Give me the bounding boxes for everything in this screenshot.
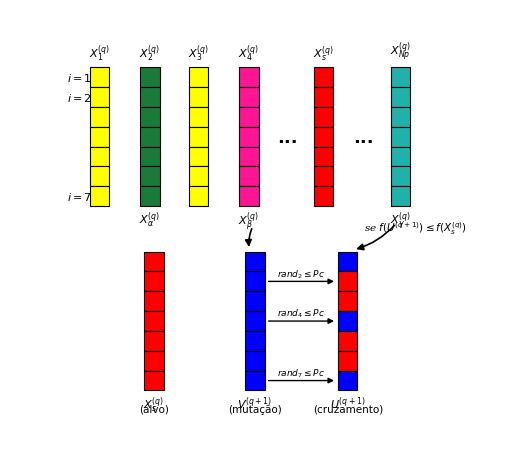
Text: ...: ... [277,129,297,146]
Text: $X_1^{(q)}$: $X_1^{(q)}$ [89,43,110,64]
Bar [90,147,109,167]
Bar [391,88,410,108]
Bar [189,127,208,147]
Bar [144,371,164,391]
Bar [140,147,159,167]
Bar [314,108,333,127]
Bar [338,371,357,391]
Bar [140,167,159,187]
Bar [314,127,333,147]
Text: ...: ... [353,129,374,146]
Bar [144,292,164,312]
Bar [245,331,265,351]
Bar [314,187,333,207]
Bar [90,127,109,147]
Bar [391,68,410,88]
Bar [314,167,333,187]
Text: $X_4^{(q)}$: $X_4^{(q)}$ [238,43,259,64]
Bar [391,187,410,207]
Bar [338,351,357,371]
Bar [189,68,208,88]
Bar [245,252,265,272]
Text: $rand_2 \leq Pc$: $rand_2 \leq Pc$ [277,267,326,280]
Bar [239,147,258,167]
Bar [140,88,159,108]
Bar [144,312,164,331]
Bar [338,292,357,312]
Text: $X_{\alpha}^{(q)}$: $X_{\alpha}^{(q)}$ [139,210,160,230]
Bar [144,252,164,272]
Text: se $f(U^{(q+1)}) \leq f(X_s^{(q)})$: se $f(U^{(q+1)}) \leq f(X_s^{(q)})$ [364,219,467,236]
Bar [239,108,258,127]
Bar [314,68,333,88]
Bar [245,351,265,371]
Bar [140,187,159,207]
Text: (alvo): (alvo) [139,404,169,414]
Bar [338,272,357,292]
Bar [144,272,164,292]
Text: $X_s^{(q)}$: $X_s^{(q)}$ [143,395,165,414]
Text: $X_{\gamma}^{(q)}$: $X_{\gamma}^{(q)}$ [390,210,411,232]
Text: (mutação): (mutação) [228,404,282,414]
Bar [144,351,164,371]
Bar [140,108,159,127]
Bar [245,272,265,292]
Bar [245,312,265,331]
Bar [140,68,159,88]
Bar [90,108,109,127]
Bar [239,167,258,187]
Bar [338,331,357,351]
Text: $U^{(q+1)}$: $U^{(q+1)}$ [330,395,366,411]
Bar [239,127,258,147]
Bar [189,108,208,127]
Bar [391,167,410,187]
Bar [245,371,265,391]
Bar [239,187,258,207]
Bar [140,127,159,147]
Bar [239,88,258,108]
Text: (cruzamento): (cruzamento) [313,404,383,414]
Bar [90,88,109,108]
Bar [245,292,265,312]
Bar [90,187,109,207]
Bar [338,252,357,272]
Bar [239,68,258,88]
Bar [391,108,410,127]
Text: $rand_7 \leq Pc$: $rand_7 \leq Pc$ [277,367,326,379]
Bar [189,187,208,207]
Bar [314,147,333,167]
Bar [391,147,410,167]
Bar [144,331,164,351]
Text: $i = 1$: $i = 1$ [67,72,92,84]
Bar [189,147,208,167]
Text: $rand_4 \leq Pc$: $rand_4 \leq Pc$ [277,307,326,320]
Bar [90,167,109,187]
Text: $V^{(q+1)}$: $V^{(q+1)}$ [237,395,272,411]
Bar [90,68,109,88]
Text: $X_{\beta}^{(q)}$: $X_{\beta}^{(q)}$ [238,210,259,233]
Text: $X_s^{(q)}$: $X_s^{(q)}$ [313,44,334,64]
Text: $i = 2$: $i = 2$ [67,92,92,104]
Bar [189,167,208,187]
Bar [338,312,357,331]
Bar [314,88,333,108]
Text: $X_3^{(q)}$: $X_3^{(q)}$ [188,43,209,64]
Text: $X_2^{(q)}$: $X_2^{(q)}$ [139,43,160,64]
Bar [391,127,410,147]
Text: $X_{Np}^{(q)}$: $X_{Np}^{(q)}$ [390,41,411,64]
Bar [189,88,208,108]
Text: $i = 7$: $i = 7$ [67,191,92,202]
